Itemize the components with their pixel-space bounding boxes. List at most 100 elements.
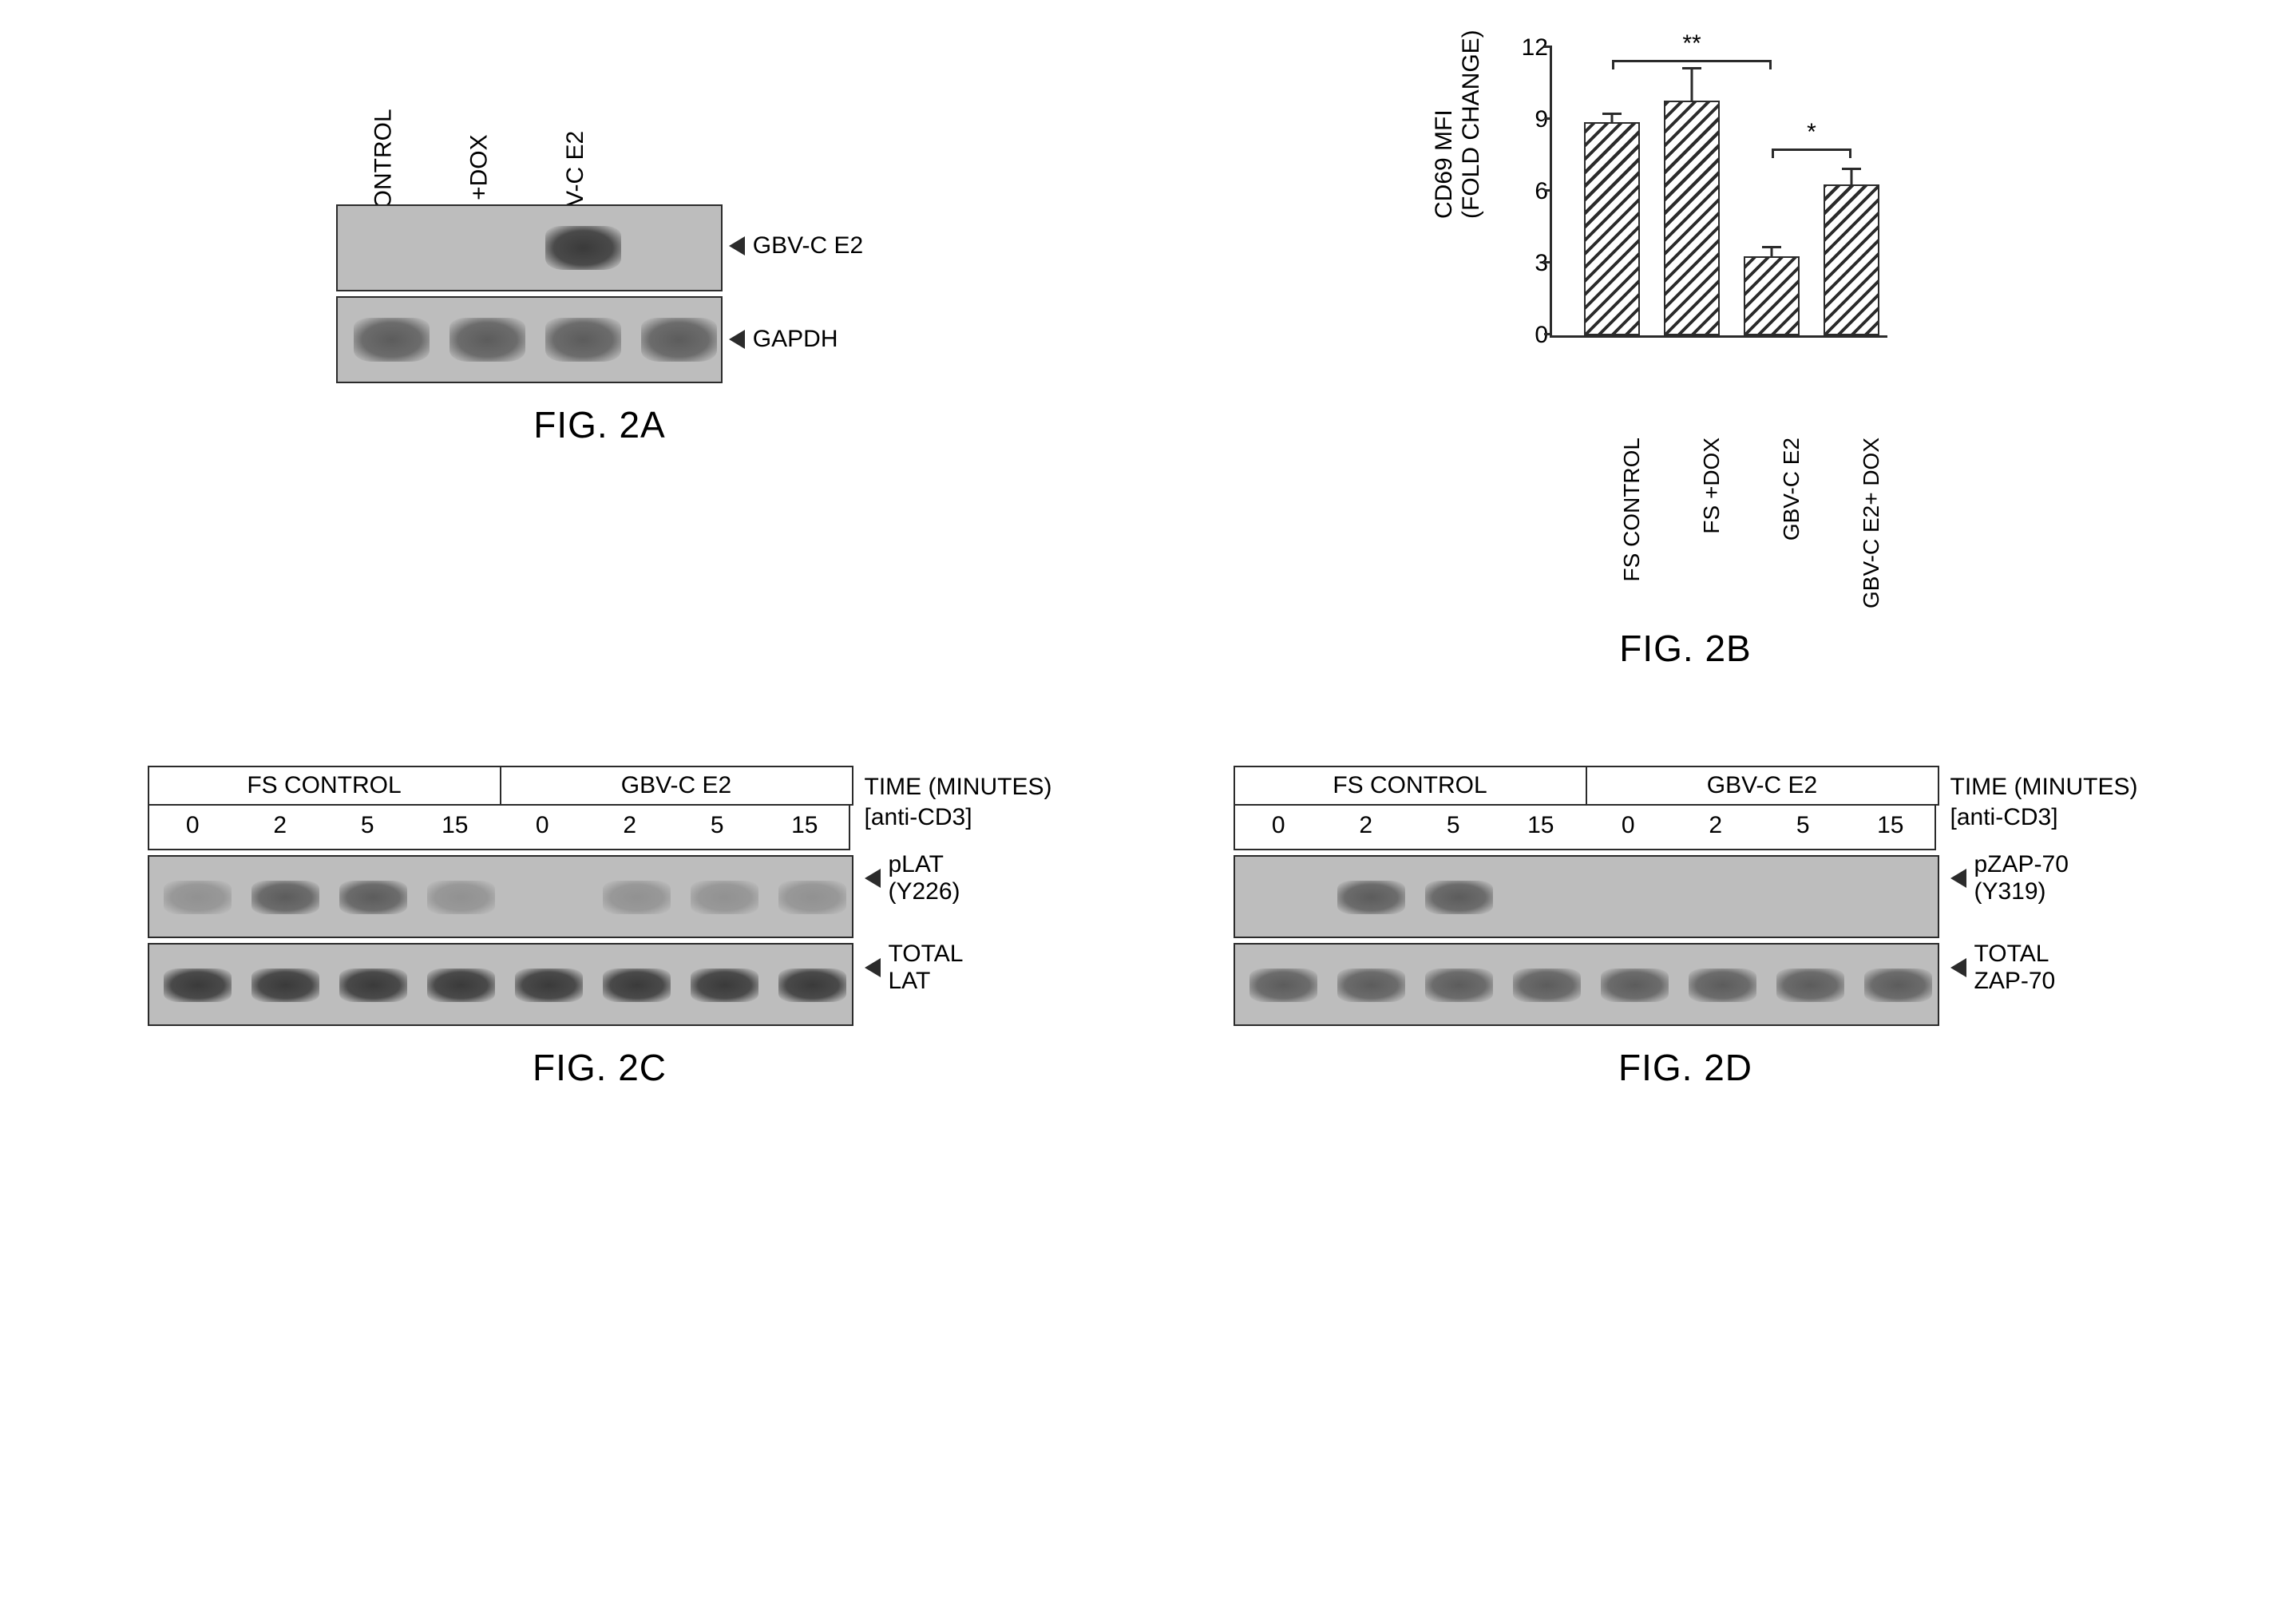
gel-band [427,881,495,914]
gel-2c: FS CONTROL GBV-C E2 0251502515 TIME (MIN… [148,766,1052,1026]
group-label: GBV-C E2 [501,767,852,804]
gel-band [1249,968,1317,1002]
group-label: FS CONTROL [149,767,501,804]
panel-2c: FS CONTROL GBV-C E2 0251502515 TIME (MIN… [105,766,1095,1089]
error-bar [1771,248,1773,257]
band-label: pZAP-70(Y319) [1950,836,2138,921]
gel-band [164,881,232,914]
time-label: 0 [1585,806,1673,849]
significance-label: * [1807,119,1816,146]
pointer-icon [729,236,745,255]
time-label: 5 [674,806,762,849]
gel-2d: FS CONTROL GBV-C E2 0251502515 TIME (MIN… [1234,766,2138,1026]
time-row: 0251502515 [148,806,850,850]
time-header: TIME (MINUTES) [865,766,1052,804]
group-header: FS CONTROL GBV-C E2 [1234,766,1939,806]
band-label: pLAT(Y226) [865,836,1052,921]
x-category-label: FS +DOX [1699,438,1725,534]
x-category-label: GBV-C E2+ DOX [1859,438,1884,608]
gel-band [1864,968,1932,1002]
bar [1744,256,1800,335]
time-label: 2 [586,806,674,849]
gel-band [1337,881,1405,914]
gel-row [1234,855,1939,938]
time-label: 2 [236,806,324,849]
time-label: 15 [411,806,499,849]
bar [1824,184,1879,335]
pointer-icon [865,869,881,888]
y-axis-label-line2: (FOLD CHANGE) [1458,30,1484,219]
time-subheader: [anti-CD3] [865,804,1052,831]
significance-label: ** [1682,30,1701,57]
group-header: FS CONTROL GBV-C E2 [148,766,853,806]
gel-2a-lane-labels: FS CONTROL FS +DOX GBV-C E2 [336,32,723,200]
panel-2a: FS CONTROL FS +DOX GBV-C E2 GBV-C E2GAPD… [105,32,1095,670]
gel-band [603,881,671,914]
y-axis-label-line1: CD69 MFI [1431,109,1457,219]
band-label: GAPDH [723,295,863,383]
pointer-icon [729,330,745,349]
gel-band [339,968,407,1002]
figure-label: FIG. 2C [533,1046,667,1089]
significance-bar [1772,149,1851,151]
gel-band [164,968,232,1002]
time-label: 15 [761,806,849,849]
error-bar [1851,170,1853,184]
gel-band [1601,968,1669,1002]
error-cap [1842,168,1861,170]
gel-band [545,318,621,362]
error-cap [1602,113,1622,115]
figure-label: FIG. 2D [1618,1046,1752,1089]
bar-chart-2b: CD69 MFI (FOLD CHANGE) 036912*** [1462,32,1909,431]
group-label: FS CONTROL [1235,767,1587,804]
time-label: 5 [1760,806,1847,849]
band-label: GBV-C E2 [723,201,863,290]
time-row: 0251502515 [1234,806,1936,850]
gel-band [339,881,407,914]
gel-band [1337,968,1405,1002]
pointer-icon [865,958,881,977]
pointer-icon [1950,958,1966,977]
error-bar [1691,69,1693,101]
gel-band [1513,968,1581,1002]
y-tick-label: 0 [1516,322,1548,349]
time-label: 0 [499,806,587,849]
time-label: 2 [1322,806,1410,849]
gel-row [1234,943,1939,1026]
time-label: 5 [1410,806,1498,849]
bar [1664,101,1720,335]
time-label: 2 [1672,806,1760,849]
gel-band [1776,968,1844,1002]
gel-band [603,968,671,1002]
time-label: 15 [1497,806,1585,849]
gel-row [336,204,723,291]
gel-row [148,943,853,1026]
gel-row [148,855,853,938]
figure-label: FIG. 2A [533,403,665,446]
figure-page: FS CONTROL FS +DOX GBV-C E2 GBV-C E2GAPD… [105,32,2180,1089]
gel-band [545,226,621,270]
error-cap [1682,67,1701,69]
y-tick-label: 6 [1516,178,1548,205]
figure-label: FIG. 2B [1619,627,1751,670]
gel-band [251,881,319,914]
gel-row [336,296,723,383]
gel-band [691,968,758,1002]
gel-2a: FS CONTROL FS +DOX GBV-C E2 GBV-C E2GAPD… [336,32,863,383]
gel-band [691,881,758,914]
gel-band [427,968,495,1002]
panel-2b: CD69 MFI (FOLD CHANGE) 036912*** FS CONT… [1190,32,2180,670]
gel-band [1689,968,1756,1002]
gel-band [449,318,525,362]
gel-band [778,968,846,1002]
gel-band [1425,881,1493,914]
significance-bar [1612,60,1772,62]
gel-band [251,968,319,1002]
bar [1584,122,1640,335]
x-category-label: GBV-C E2 [1779,438,1804,541]
y-tick-label: 9 [1516,106,1548,133]
time-label: 0 [1235,806,1323,849]
time-header: TIME (MINUTES) [1950,766,2138,804]
time-subheader: [anti-CD3] [1950,804,2138,831]
band-label: TOTALZAP-70 [1950,925,2138,1010]
